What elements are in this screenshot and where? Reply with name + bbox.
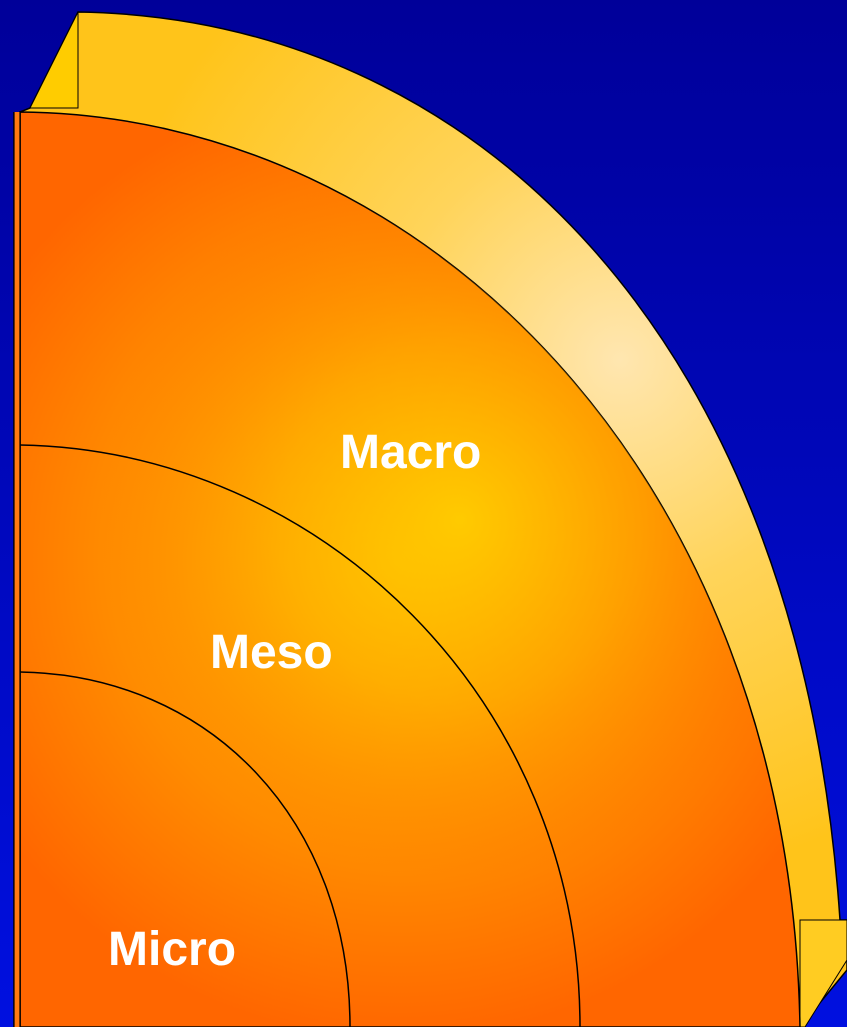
micro-boundary xyxy=(19,671,351,1027)
meso-label: Meso xyxy=(210,626,333,679)
meso-boundary xyxy=(19,444,581,1027)
axis-strip xyxy=(14,112,20,1027)
outer-band-wedge xyxy=(29,11,79,109)
micro-label: Micro xyxy=(108,923,236,976)
macro-label: Macro xyxy=(340,426,481,479)
macro-glow xyxy=(20,112,800,1027)
